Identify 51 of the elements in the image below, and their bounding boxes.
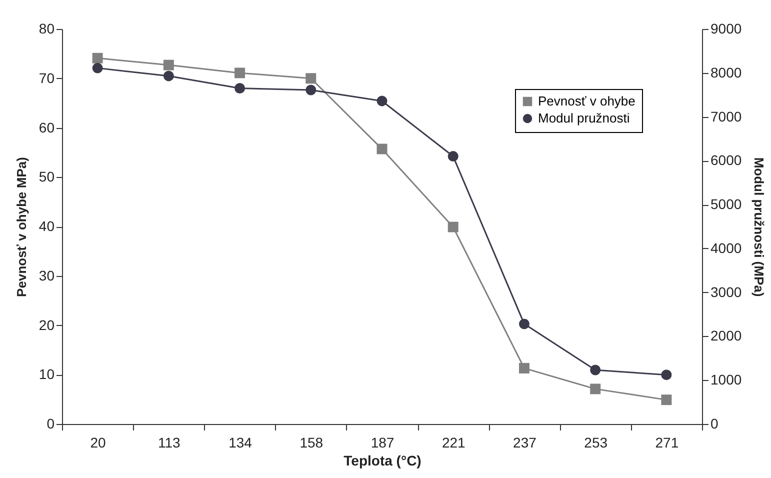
- point: [518, 318, 530, 330]
- y2-axis-title: Modul pružnosti (MPa): [752, 157, 767, 297]
- point: [661, 394, 672, 406]
- point: [590, 384, 601, 394]
- y-tick-label: 20: [38, 316, 55, 333]
- point: [163, 60, 174, 70]
- y-tick-label: 80: [38, 20, 55, 36]
- point: [306, 73, 316, 84]
- point: [234, 83, 246, 94]
- point: [376, 144, 388, 154]
- y-tick-label: 10: [38, 366, 55, 382]
- point: [518, 362, 530, 374]
- x-tick-label: 237: [513, 434, 537, 450]
- point: [234, 68, 246, 78]
- point: [92, 62, 103, 74]
- x-tick-label: 187: [370, 434, 394, 450]
- legend-label: Pevnosť v ohybe: [538, 94, 636, 108]
- y2-tick-label: 8000: [710, 64, 742, 80]
- x-tick-label: 253: [584, 434, 608, 450]
- point: [376, 96, 388, 106]
- y-tick-label: 0: [46, 416, 55, 432]
- y-tick-label: 70: [38, 70, 55, 86]
- y2-tick-label: 1000: [710, 372, 742, 388]
- point: [92, 52, 103, 64]
- y-tick-label: 30: [38, 267, 55, 284]
- y-tick-label: 40: [38, 218, 55, 234]
- point: [448, 151, 458, 162]
- y2-tick-label: 4000: [710, 240, 742, 256]
- y-tick-label: 60: [38, 119, 55, 136]
- y-tick-label: 50: [38, 168, 55, 185]
- x-axis-title: Teplota (°C): [344, 452, 422, 468]
- point: [590, 364, 601, 376]
- point: [163, 70, 174, 82]
- y2-tick-label: 7000: [710, 108, 742, 124]
- x-tick-label: 271: [655, 434, 679, 450]
- point: [661, 370, 672, 380]
- point: [306, 84, 316, 96]
- y2-tick-label: 2000: [710, 328, 742, 344]
- y2-tick-label: 3000: [710, 284, 742, 300]
- x-tick-label: 20: [90, 434, 106, 450]
- legend-label: Modul pružnosti: [538, 110, 630, 126]
- y2-tick-label: 0: [710, 416, 718, 432]
- point: [448, 222, 458, 232]
- y2-tick-label: 5000: [710, 196, 742, 212]
- x-tick-label: 158: [300, 434, 324, 450]
- x-tick-label: 134: [228, 434, 252, 450]
- y2-tick-label: 9000: [710, 20, 742, 36]
- y2-tick-label: 6000: [710, 152, 742, 168]
- x-tick-label: 221: [442, 434, 466, 450]
- y-axis-title: Pevnosť v ohybe MPa): [14, 157, 29, 297]
- x-tick-label: 113: [158, 434, 181, 450]
